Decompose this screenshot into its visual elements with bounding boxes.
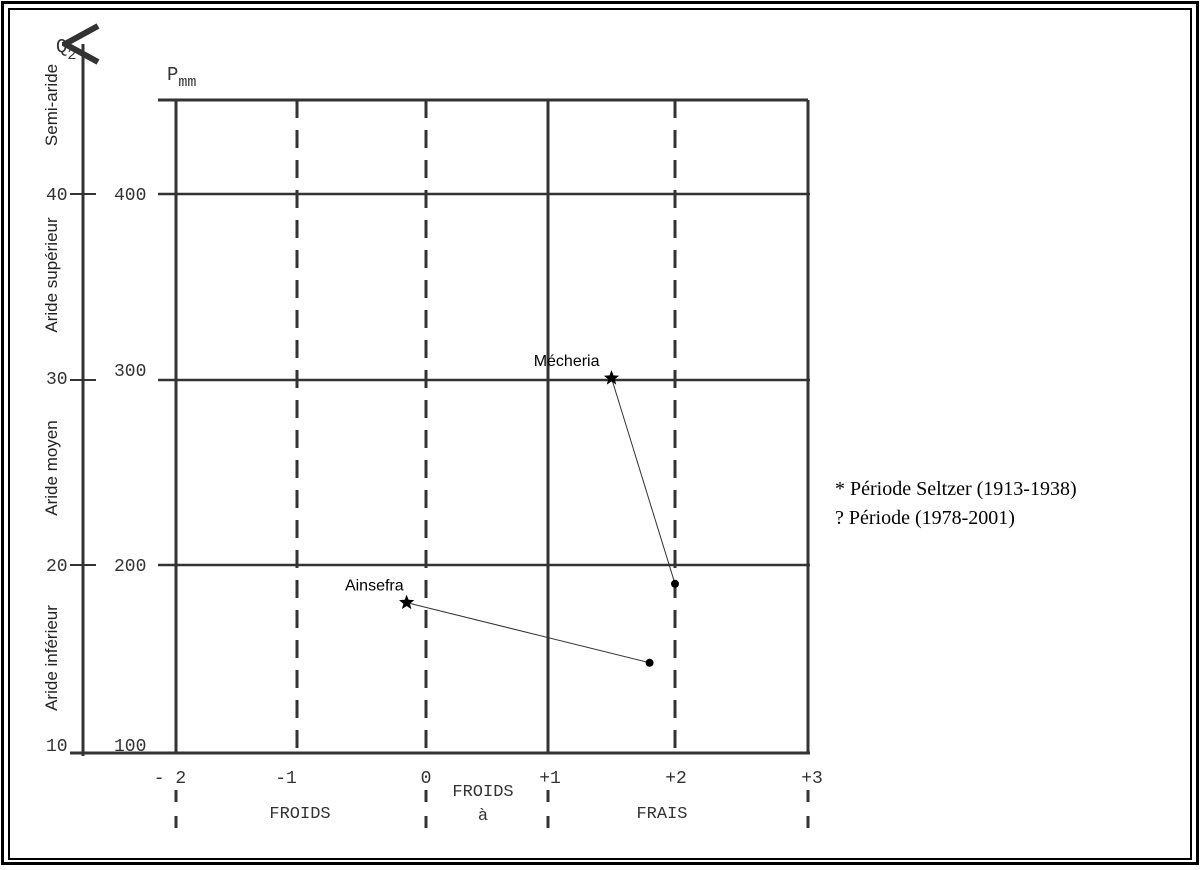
y-tick-label: 400 <box>114 186 146 206</box>
x-tick-label: +3 <box>801 769 823 789</box>
y-label-sub: mm <box>178 74 196 91</box>
station-label: Ainsefra <box>345 578 404 595</box>
x-tick-label: 0 <box>421 769 432 789</box>
y-label-main: P <box>167 64 178 86</box>
temperature-category-label: à <box>478 807 488 826</box>
q2-label-sub: 2 <box>67 47 76 64</box>
y-axis-label: Pmm <box>167 64 196 91</box>
inner-frame <box>8 8 1192 860</box>
climate-zone-label: Aride supérieur <box>42 217 61 333</box>
legend-entry: ? Période (1978-2001) <box>835 507 1015 529</box>
q2-label-main: Q <box>56 36 67 58</box>
q2-tick-label: 20 <box>46 557 68 577</box>
q2-tick-label: 40 <box>46 186 68 206</box>
station-dot-marker <box>671 579 679 588</box>
trajectory-line-1 <box>611 377 676 584</box>
station-label: Mécheria <box>534 353 600 370</box>
y-tick-label: 100 <box>114 737 146 757</box>
q2-tick-label: 30 <box>46 370 68 390</box>
temperature-category-label: FROIDS <box>269 805 330 824</box>
climate-zone-label: Aride moyen <box>42 420 61 515</box>
x-tick-label: -1 <box>275 769 297 789</box>
x-tick-label: - 2 <box>154 769 186 789</box>
station-star-marker <box>399 594 415 610</box>
x-tick-label: +2 <box>665 769 687 789</box>
x-tick-label: +1 <box>539 769 561 789</box>
trajectory-line-0 <box>406 602 650 664</box>
temperature-category-label: FROIDS <box>452 783 513 802</box>
temperature-category-label: FRAIS <box>636 805 687 824</box>
station-dot-marker <box>645 658 654 667</box>
climate-zone-label: Aride inférieur <box>42 605 61 711</box>
station-star-marker <box>603 370 620 385</box>
y-tick-label: 300 <box>114 362 146 382</box>
y-tick-label: 200 <box>114 557 146 577</box>
q2-tick-label: 10 <box>46 737 68 757</box>
climate-zone-label: Semi-aride <box>42 64 61 146</box>
legend-entry: * Période Seltzer (1913-1938) <box>835 478 1077 500</box>
q2-axis-label: Q2 <box>56 36 76 64</box>
